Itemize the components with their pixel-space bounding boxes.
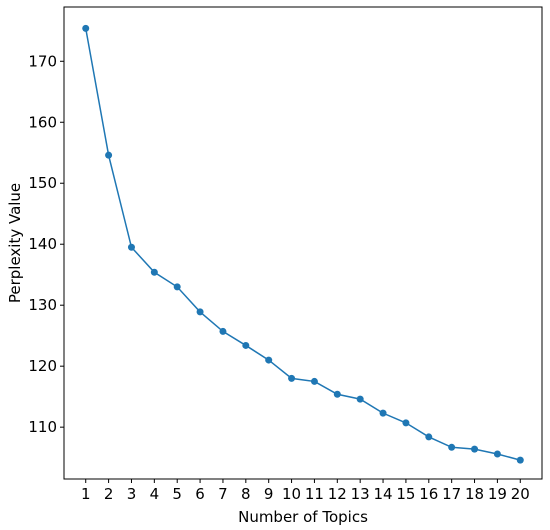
point	[379, 409, 387, 417]
x-tick-label: 11	[305, 485, 324, 503]
point	[127, 243, 135, 251]
point	[105, 151, 113, 159]
x-tick-label: 5	[172, 485, 182, 503]
point	[516, 456, 524, 464]
point	[82, 24, 90, 32]
x-tick-label: 18	[465, 485, 484, 503]
y-tick-label: 140	[28, 235, 57, 253]
point	[448, 443, 456, 451]
y-tick-label: 170	[28, 52, 57, 70]
point	[288, 374, 296, 382]
point	[150, 268, 158, 276]
point	[242, 341, 250, 349]
plot-frame	[63, 6, 543, 480]
point	[402, 419, 410, 427]
x-tick-label: 13	[351, 485, 370, 503]
x-tick-label: 20	[511, 485, 530, 503]
x-tick-label: 7	[218, 485, 228, 503]
x-tick-label: 17	[442, 485, 461, 503]
point	[356, 395, 364, 403]
x-tick-label: 9	[264, 485, 274, 503]
y-tick-label: 110	[28, 418, 57, 436]
y-tick-label: 160	[28, 113, 57, 131]
x-axis-label: Number of Topics	[238, 508, 368, 526]
line	[84, 28, 521, 461]
x-tick-label: 3	[127, 485, 137, 503]
point	[310, 377, 318, 385]
x-tick-label: 15	[396, 485, 415, 503]
x-tick-label: 16	[419, 485, 438, 503]
x-tick-label: 12	[328, 485, 347, 503]
y-tick-label: 150	[28, 174, 57, 192]
y-axis-label: Perplexity Value	[6, 183, 24, 303]
x-tick-label: 2	[104, 485, 114, 503]
point	[196, 308, 204, 316]
y-tick-label: 130	[28, 296, 57, 314]
point	[493, 450, 501, 458]
point	[265, 356, 273, 364]
x-tick-label: 14	[374, 485, 393, 503]
x-tick-label: 8	[241, 485, 251, 503]
x-tick-label: 6	[195, 485, 205, 503]
x-tick-label: 19	[488, 485, 507, 503]
point	[173, 283, 181, 291]
y-tick-label: 120	[28, 357, 57, 375]
x-tick-label: 1	[81, 485, 91, 503]
point	[425, 433, 433, 441]
point	[219, 327, 227, 335]
point	[333, 390, 341, 398]
x-tick-label: 10	[282, 485, 301, 503]
point	[471, 445, 479, 453]
x-tick-label: 4	[150, 485, 160, 503]
